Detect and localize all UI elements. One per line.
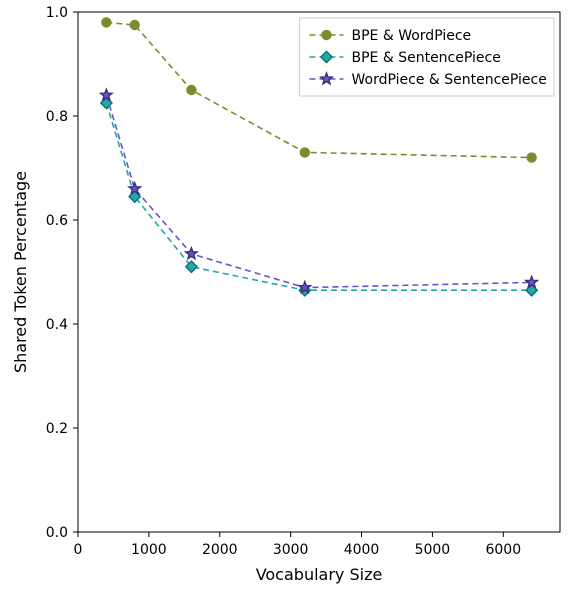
y-axis-label: Shared Token Percentage — [11, 171, 30, 373]
legend-label-bpe-sentencepiece: BPE & SentencePiece — [352, 50, 501, 66]
y-tick-label: 0.2 — [46, 421, 68, 437]
x-tick-label: 4000 — [344, 542, 380, 558]
legend: BPE & WordPiece BPE & SentencePiece WordPi… — [300, 18, 555, 96]
y-tick-label: 1.0 — [46, 5, 68, 21]
legend-label-wordpiece-sentencepiece: WordPiece & SentencePiece — [352, 72, 547, 88]
y-tick-label: 0.6 — [46, 213, 68, 229]
shared-token-chart: 0 1000 2000 3000 4000 5000 6000 0.0 0.2 0.4 0.6 0.8… — [0, 0, 578, 600]
x-tick-label: 6000 — [485, 542, 521, 558]
series-line-wordpiece-sentencepiece — [106, 95, 531, 287]
y-tick-label: 0.4 — [46, 317, 68, 333]
x-tick-label: 1000 — [131, 542, 167, 558]
x-axis-label: Vocabulary Size — [256, 565, 383, 584]
x-tick-label: 0 — [74, 542, 83, 558]
x-tick-label: 3000 — [273, 542, 309, 558]
y-tick-label: 0.8 — [46, 109, 68, 125]
legend-label-bpe-wordpiece: BPE & WordPiece — [352, 28, 472, 44]
x-tick-label: 5000 — [415, 542, 451, 558]
y-tick-label: 0.0 — [46, 525, 68, 541]
x-tick-label: 2000 — [202, 542, 238, 558]
series-line-bpe-sentencepiece — [106, 103, 531, 290]
chart-svg: 0 1000 2000 3000 4000 5000 6000 0.0 0.2 0.4 0.6 0.8… — [0, 0, 578, 600]
